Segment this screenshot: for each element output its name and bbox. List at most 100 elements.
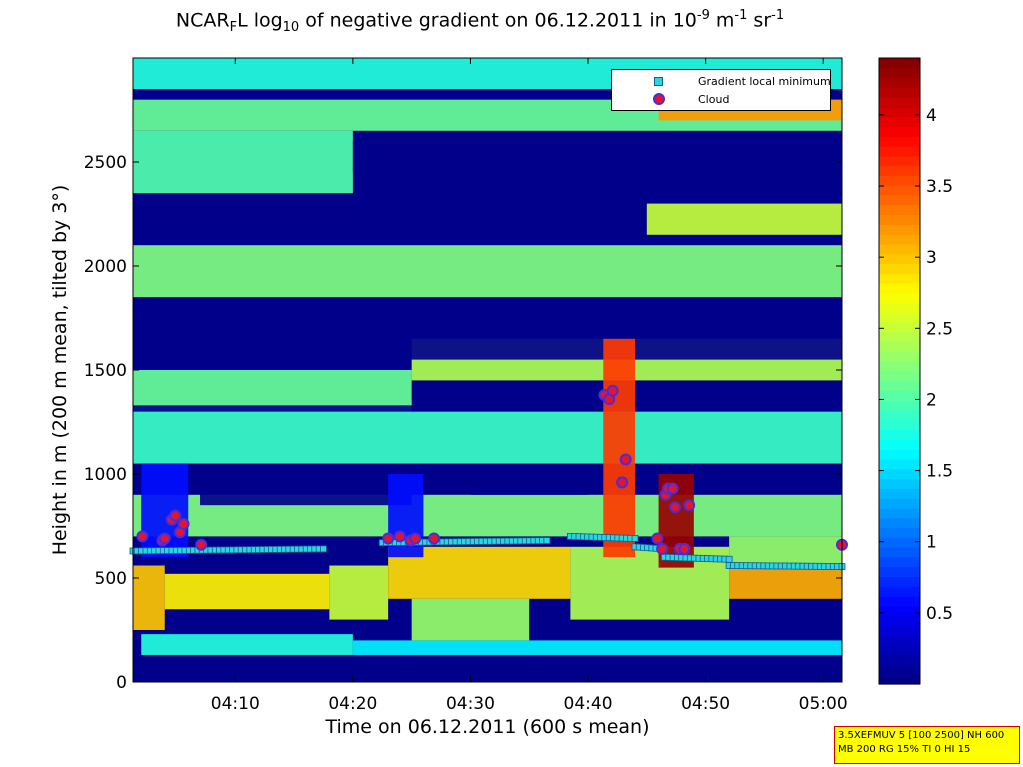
x-tick-label: 04:50 [681,694,730,714]
info-line-2: MB 200 RG 15% TI 0 HI 15 [838,744,971,755]
heatmap-cell [133,130,353,194]
colorbar-tick-label: 0.5 [926,604,953,624]
y-tick-label: 2500 [84,153,127,173]
colorbar-step [879,243,920,255]
gradient-min-marker [320,545,327,553]
colorbar-step [879,155,920,167]
x-tick-label: 04:10 [211,694,260,714]
heatmap-cell [729,536,842,566]
heatmap-cell [133,245,842,298]
colorbar-step [879,351,920,362]
cloud-marker [656,542,669,555]
cloud-marker [393,530,406,543]
x-tick-label: 05:00 [799,694,848,714]
gradient-min-marker [543,537,551,544]
colorbar-step [879,390,920,401]
x-tick-label: 04:30 [446,694,495,714]
colorbar-step [879,547,920,558]
y-tick-label: 0 [116,673,127,693]
colorbar-step [879,615,920,626]
colorbar-step [879,185,920,196]
heatmap-cell [133,89,842,100]
colorbar-step [879,282,920,294]
colorbar-step [879,527,920,538]
heatmap-cell [603,338,636,558]
gradient-min-marker [725,555,733,563]
colorbar-step [879,194,920,206]
colorbar-tick-label: 2.5 [926,319,953,339]
cloud-marker [678,542,691,555]
colorbar-step [879,566,920,578]
cloud-marker [669,501,682,514]
colorbar-step [879,126,920,137]
heatmap-cell [235,307,706,329]
legend: Gradient local minimum Cloud [611,69,831,111]
cloud-marker [195,538,208,551]
colorbar-step [879,429,920,441]
legend-label-gradient: Gradient local minimum [698,74,831,88]
colorbar-step [879,380,920,392]
colorbar-step [879,67,920,79]
colorbar-step [879,400,920,411]
colorbar-step [879,664,920,675]
legend-item-cloud: Cloud [620,91,729,107]
colorbar-step [879,322,920,333]
colorbar-step [879,361,920,372]
x-axis-label: Time on 06.12.2011 (600 s mean) [325,716,650,738]
cloud-marker [619,453,632,466]
colorbar-step [879,439,920,450]
legend-label-cloud: Cloud [698,92,730,106]
colorbar-step [879,410,920,421]
colorbar-step [879,371,920,382]
colorbar-step [879,146,920,157]
colorbar-step [879,488,920,499]
colorbar-step [879,586,920,597]
colorbar-step [879,106,920,118]
y-tick-label: 2000 [84,257,127,277]
colorbar-step [879,204,920,216]
heatmap-cell [329,565,389,620]
colorbar-step [879,175,920,186]
colorbar-tick-label: 1 [926,533,937,553]
square-marker-icon [654,76,663,86]
colorbar-step [879,273,920,284]
colorbar-step [879,136,920,147]
x-tick-label: 04:40 [564,694,613,714]
cloud-marker [158,532,171,545]
heatmap-cell [133,370,412,412]
gradient-min-marker [631,535,639,542]
colorbar-tick-label: 1.5 [926,462,953,482]
heatmap-cell [133,405,842,412]
cloud-marker [136,530,149,543]
colorbar-step [879,214,920,225]
colorbar-step [879,253,920,265]
colorbar-step [879,97,920,108]
heatmap-cell [352,640,842,655]
colorbar-step [879,312,920,323]
cloud-marker [169,509,182,522]
colorbar-step [879,635,920,646]
colorbar-step [879,537,920,548]
cloud-marker [382,532,395,545]
heatmap-cell [200,463,412,506]
chart-title: NCARFL log10 of negative gradient on 06.… [175,8,785,36]
colorbar-step [879,234,920,245]
legend-item-gradient: Gradient local minimum [620,73,831,89]
cloud-marker [409,532,422,545]
heatmap-cell [411,598,530,641]
heatmap-cell [164,573,330,610]
colorbar-step [879,556,920,568]
x-tick-label: 04:20 [328,694,377,714]
cloud-marker [177,517,190,530]
cloud-marker [651,532,664,545]
colorbar-step [879,595,920,607]
colorbar-step [879,87,920,98]
colorbar-step [879,449,920,460]
heatmap-cell [133,411,842,464]
circle-marker-icon [653,93,665,105]
colorbar-tick-label: 4 [926,106,937,126]
colorbar-step [879,576,920,587]
colorbar-step [879,468,920,480]
colorbar-tick-label: 3 [926,248,937,268]
